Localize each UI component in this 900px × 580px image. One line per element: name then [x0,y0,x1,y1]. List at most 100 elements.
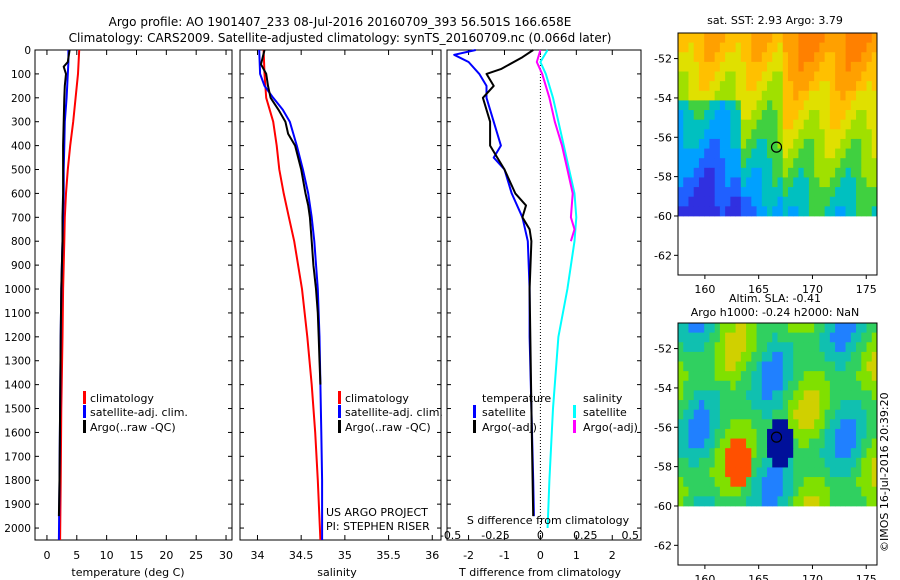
map-cell [808,438,815,449]
map-cell [861,148,867,159]
map-y-tick-label: -60 [654,500,672,513]
map-cell [814,196,820,207]
map-cell [746,419,752,430]
map-cell [725,419,731,430]
map-cell [840,371,846,382]
map-cell [829,323,836,334]
map-cell [803,323,810,334]
map-cell [787,33,794,44]
map-cell [746,409,752,420]
map-cell [751,196,757,207]
map-cell [845,419,852,430]
map-cell [777,90,784,101]
map-cell [866,129,873,140]
map-cell [871,158,878,169]
map-cell [787,119,794,130]
map-cell [704,380,710,391]
map-cell [730,428,737,439]
map-cell [725,129,731,140]
map-cell [850,42,857,53]
map-cell [819,196,826,207]
y-tick-label: 300 [11,117,31,129]
map-cell [730,61,737,72]
map-cell [808,148,815,159]
map-cell [756,90,763,101]
legend-swatch-satellite [473,405,476,418]
map-cell [719,486,726,497]
map-cell [787,196,794,207]
legend-label: satellite-adj. clim. [345,406,443,419]
map-cell [835,187,841,198]
map-cell [798,206,805,217]
map-cell [856,409,862,420]
map-cell [678,409,684,420]
map-cell [787,438,794,449]
map-cell [767,486,773,497]
map-cell [709,52,716,63]
map-cell [709,457,716,468]
map-cell [824,148,831,159]
map-cell [767,90,773,101]
map-cell [767,428,773,439]
map-cell [850,351,857,362]
sla-map-subtitle: Argo h1000: -0.24 h2000: NaN [691,306,860,319]
map-cell [850,457,857,468]
map-cell [740,42,747,53]
map-cell [688,332,695,343]
map-cell [683,129,689,140]
temperature-axis-label: temperature (deg C) [71,566,184,579]
map-cell [767,380,773,391]
map-cell [787,477,794,488]
map-cell [751,371,757,382]
map-cell [819,129,826,140]
map-cell [845,428,852,439]
map-cell [840,148,846,159]
x-tick-label: 10 [100,549,114,562]
map-cell [751,409,757,420]
map-cell [866,61,873,72]
map-cell [782,496,789,507]
map-cell [803,81,810,92]
map-cell [678,361,684,372]
map-cell [735,380,742,391]
map-cell [840,119,846,130]
legend-label: climatology [90,392,154,405]
map-cell [803,342,810,353]
map-cell [824,323,831,334]
map-cell [835,380,841,391]
map-cell [709,428,716,439]
map-cell [787,467,794,478]
map-cell [814,100,820,111]
map-cell [756,119,763,130]
map-cell [814,457,820,468]
map-cell [767,467,773,478]
map-cell [856,119,862,130]
map-cell [688,477,695,488]
map-cell [730,438,737,449]
map-cell [746,342,752,353]
map-cell [866,496,873,507]
map-cell [798,323,805,334]
map-cell [803,33,810,44]
map-cell [787,158,794,169]
map-cell [845,400,852,411]
map-cell [850,496,857,507]
map-cell [871,42,878,53]
map-cell [808,196,815,207]
map-cell [835,428,841,439]
map-cell [761,457,768,468]
map-cell [761,187,768,198]
map-cell [756,448,763,459]
map-x-tick-label: 165 [748,573,769,580]
map-cell [824,380,831,391]
map-cell [688,177,695,188]
map-cell [850,177,857,188]
map-cell [746,81,752,92]
map-cell [829,61,836,72]
map-cell [835,342,841,353]
map-cell [777,158,784,169]
map-cell [782,409,789,420]
map-cell [814,167,820,178]
map-cell [777,457,784,468]
map-cell [761,138,768,149]
